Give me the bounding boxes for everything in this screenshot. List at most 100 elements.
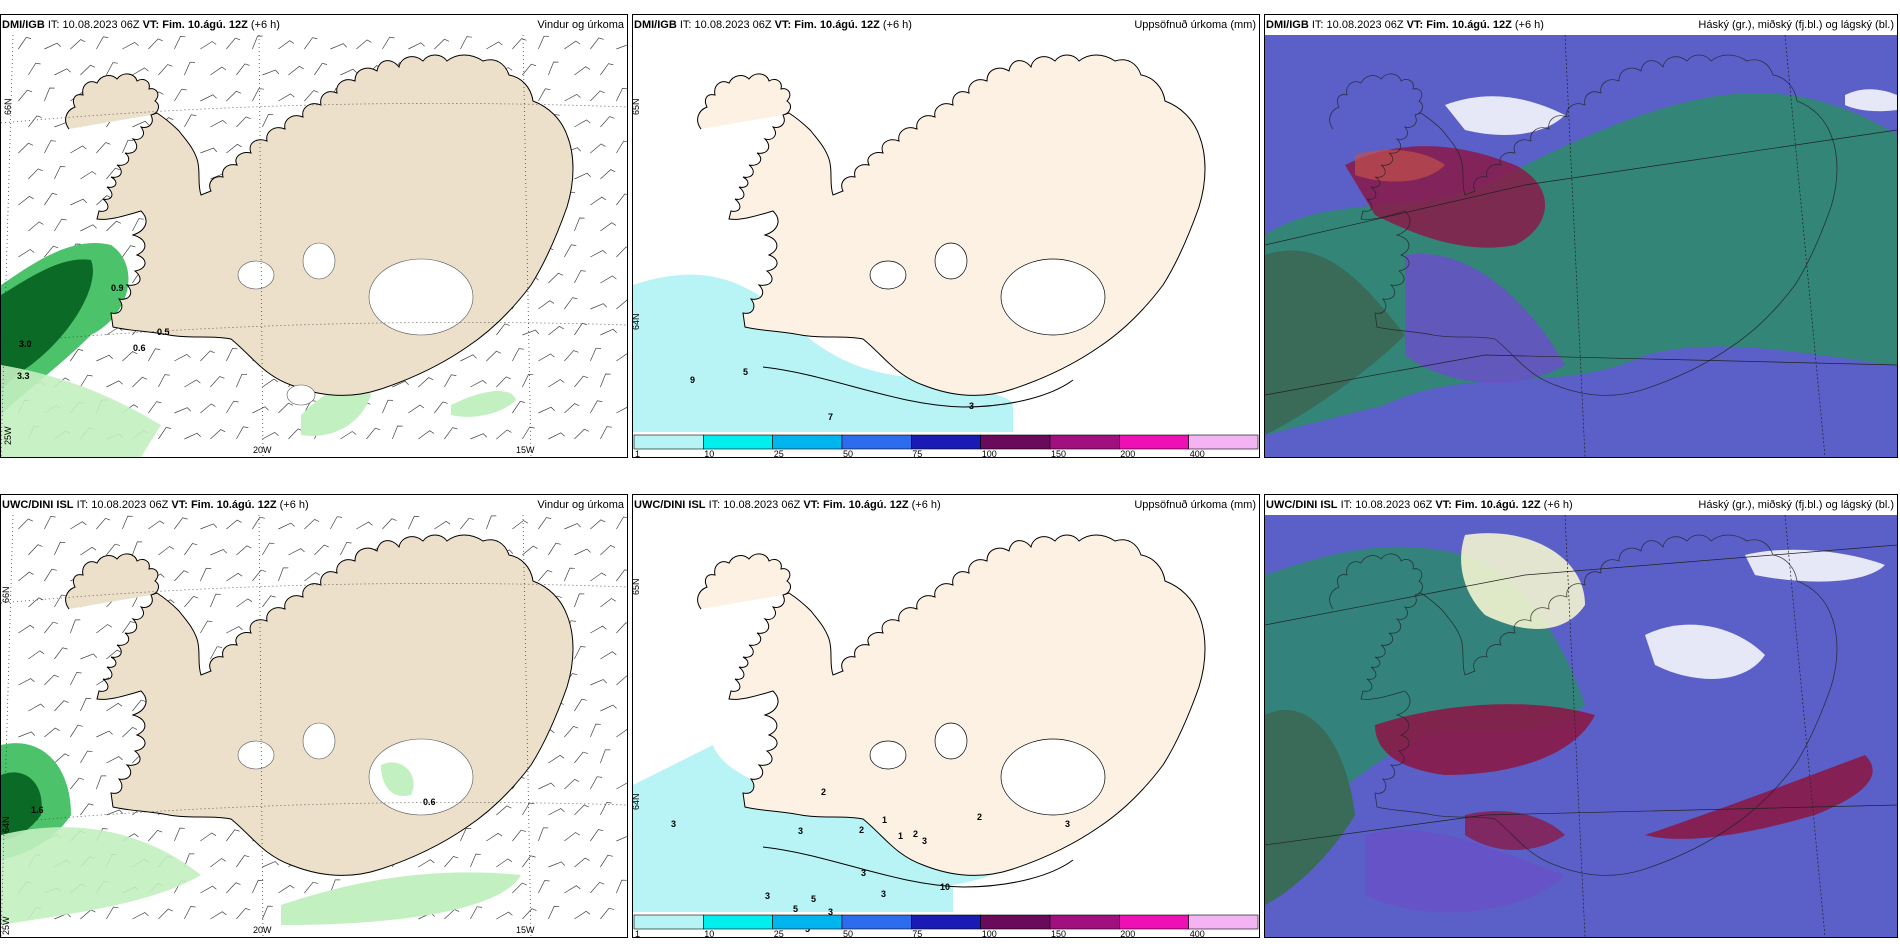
- wind-barb: [522, 545, 538, 556]
- lat-label: 65N: [633, 578, 641, 595]
- wind-barb: [252, 879, 264, 894]
- wind-barb: [200, 147, 218, 154]
- wind-barb: [132, 67, 149, 76]
- wind-barb: [96, 517, 111, 530]
- wind-barb: [538, 827, 549, 842]
- wind-barb: [236, 426, 249, 440]
- wind-barb: [70, 619, 81, 634]
- wind-barb: [262, 378, 279, 388]
- wind-barb: [210, 858, 226, 868]
- wind-barb: [590, 723, 601, 738]
- wind-barb: [96, 142, 111, 154]
- wind-barb: [28, 597, 44, 608]
- colorbar-tick: 400: [1190, 929, 1205, 937]
- wind-barb: [574, 66, 591, 76]
- wind-barb: [590, 625, 607, 634]
- precip-value: 9: [690, 375, 695, 385]
- wind-barb: [80, 653, 98, 660]
- wind-barb: [158, 427, 172, 440]
- wind-barb: [470, 906, 483, 920]
- wind-barb: [590, 519, 606, 530]
- wind-barb: [496, 429, 512, 440]
- wind-barb: [80, 64, 96, 76]
- wind-barb: [616, 516, 627, 530]
- wind-barb: [616, 675, 627, 686]
- it-label: IT:: [679, 19, 692, 31]
- wind-barb: [236, 907, 251, 920]
- precip-light-area: [1, 827, 201, 925]
- wind-barb: [54, 68, 71, 76]
- wind-barb: [564, 93, 581, 102]
- panel-header: UWC/DINI ISL IT: 10.08.2023 06Z VT: Fim.…: [633, 495, 1259, 515]
- precip-value: 5: [743, 367, 748, 377]
- panel-header: DMI/IGB IT: 10.08.2023 06Z VT: Fim. 10.á…: [1, 15, 627, 35]
- mid-cloud-area: [1405, 253, 1565, 384]
- precip-value: 3: [798, 826, 803, 836]
- wind-barb: [80, 224, 97, 232]
- wind-barb: [184, 61, 196, 76]
- wind-barb: [590, 143, 606, 154]
- precip-dark-area: [1, 259, 93, 390]
- precip-value: 0.5: [157, 327, 170, 337]
- wind-barb: [574, 804, 589, 816]
- wind-barb: [590, 196, 607, 206]
- wind-barb: [574, 323, 588, 336]
- wind-barb: [574, 548, 591, 556]
- wind-barb: [600, 222, 617, 232]
- wind-barb: [106, 649, 122, 660]
- panel-header: DMI/IGB IT: 10.08.2023 06Z VT: Fim. 10.á…: [1265, 15, 1897, 35]
- wind-barb: [70, 672, 82, 686]
- precip-value: 3: [765, 891, 770, 901]
- vt-label: VT:: [1406, 19, 1424, 31]
- colorbar-tick: 50: [843, 929, 853, 937]
- wind-barb: [252, 406, 269, 414]
- precip-value: 3: [881, 889, 886, 899]
- wind-barb: [96, 730, 113, 738]
- wind-barb: [512, 401, 526, 414]
- colorbar-segment: [633, 434, 704, 450]
- map-wind: 66N 25W 20W 15W 0.9 3.0 0.5 0.6 3.3: [1, 35, 627, 457]
- wind-barb: [600, 426, 612, 440]
- colorbar-tick: 100: [982, 449, 997, 457]
- wind-barb: [18, 518, 33, 530]
- wind-barb: [616, 622, 627, 634]
- wind-barb: [522, 329, 540, 336]
- wind-barb: [590, 37, 604, 50]
- valid-time: Fim. 10.ágú. 12Z: [822, 499, 909, 511]
- wind-barb: [574, 593, 585, 608]
- glacier: [934, 722, 968, 760]
- wind-barb: [174, 36, 186, 50]
- wind-barb: [44, 727, 60, 738]
- panel-header: DMI/IGB IT: 10.08.2023 06Z VT: Fim. 10.á…: [633, 15, 1259, 35]
- panel-title: Vindur og úrkoma: [537, 499, 624, 511]
- wind-barb: [444, 374, 457, 388]
- wind-barb: [262, 114, 274, 128]
- wind-barb: [330, 879, 341, 894]
- wind-barb: [54, 753, 70, 764]
- wind-barb: [538, 880, 550, 894]
- wind-barb: [486, 515, 497, 530]
- map-clouds: [1265, 35, 1897, 457]
- red-cloud-area: [1645, 755, 1873, 839]
- precip-value: 2: [913, 829, 918, 839]
- precip-value: 3: [922, 836, 927, 846]
- colorbar-segment: [1049, 914, 1120, 930]
- wind-barb: [340, 431, 357, 440]
- wind-barb: [174, 517, 188, 530]
- graticule: [1265, 35, 1897, 457]
- wind-barb: [80, 171, 97, 180]
- wind-barb: [600, 116, 615, 128]
- wind-barb: [200, 403, 216, 414]
- wind-barb: [564, 297, 578, 310]
- lat-label: 65N: [633, 98, 641, 115]
- wind-barb: [590, 776, 603, 790]
- wind-barb: [616, 353, 627, 362]
- wind-barb: [278, 93, 295, 102]
- wind-barb: [278, 567, 289, 582]
- precip-value: 2: [859, 825, 864, 835]
- wind-barb: [148, 38, 163, 50]
- panel-wind-precip-uwc: UWC/DINI ISL IT: 10.08.2023 06Z VT: Fim.…: [0, 494, 628, 938]
- low-cloud-area: [1265, 35, 1897, 80]
- wind-barb: [512, 520, 528, 530]
- model-name: DMI/IGB: [634, 19, 677, 31]
